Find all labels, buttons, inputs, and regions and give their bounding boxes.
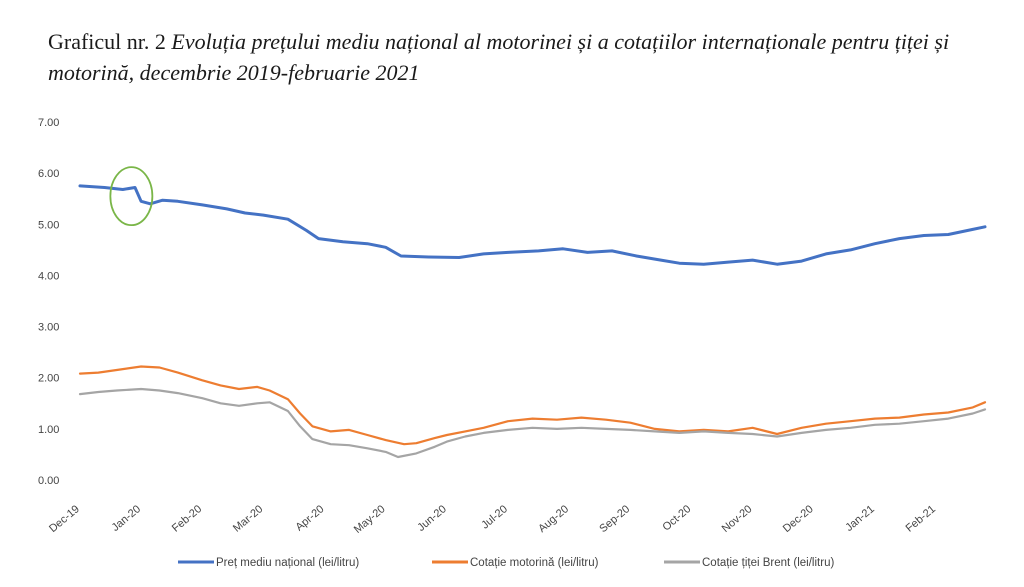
series-line-2 [78,365,987,446]
x-axis: Dec-19 Jan-20 Feb-20 Mar-20 Apr-20 May-20 Jun-… [47,503,938,536]
y-tick-label: 5.00 [38,219,59,231]
x-tick-label: Jul-20 [479,503,510,531]
x-tick-label: Feb-21 [904,503,938,535]
y-tick-label: 0.00 [38,475,59,487]
series-line-3 [78,387,987,459]
series-line-1 [78,184,987,266]
x-tick-label: Mar-20 [231,503,265,535]
y-axis: 0.00 1.00 2.00 3.00 4.00 5.00 6.00 7.00 [38,117,59,487]
x-tick-label: Dec-20 [781,503,816,535]
x-tick-label: Oct-20 [660,503,693,533]
y-tick-label: 1.00 [38,424,59,436]
y-tick-label: 7.00 [38,117,59,129]
x-tick-label: Dec-19 [47,503,82,535]
x-tick-label: Jun-20 [415,503,448,534]
x-tick-label: Aug-20 [536,503,571,535]
y-tick-label: 2.00 [38,373,59,385]
annotation-layer [109,166,154,227]
legend-label: Cotație țiței Brent (lei/litru) [702,557,834,569]
y-tick-label: 3.00 [38,322,59,334]
chart-title-number: Graficul nr. 2 [48,29,166,54]
x-tick-label: May-20 [352,503,388,536]
legend-label: Preț mediu național (lei/litru) [216,557,359,569]
x-tick-label: Apr-20 [294,503,327,533]
x-tick-label: Jan-20 [110,503,143,534]
x-tick-label: Feb-20 [170,503,204,535]
legend-label: Cotație motorină (lei/litru) [470,557,599,569]
annotation-ellipse [109,166,154,227]
plot-area [78,184,987,459]
chart-title-text: Evoluția prețului mediu național al moto… [48,29,950,85]
y-tick-label: 4.00 [38,270,59,282]
y-tick-label: 6.00 [38,168,59,180]
legend: Preț mediu național (lei/litru) Cotație m… [178,557,834,569]
chart-title: Graficul nr. 2 Evoluția prețului mediu n… [48,26,1008,88]
x-tick-label: Nov-20 [720,503,755,535]
x-tick-label: Sep-20 [597,503,632,535]
x-tick-label: Jan-21 [843,503,876,534]
